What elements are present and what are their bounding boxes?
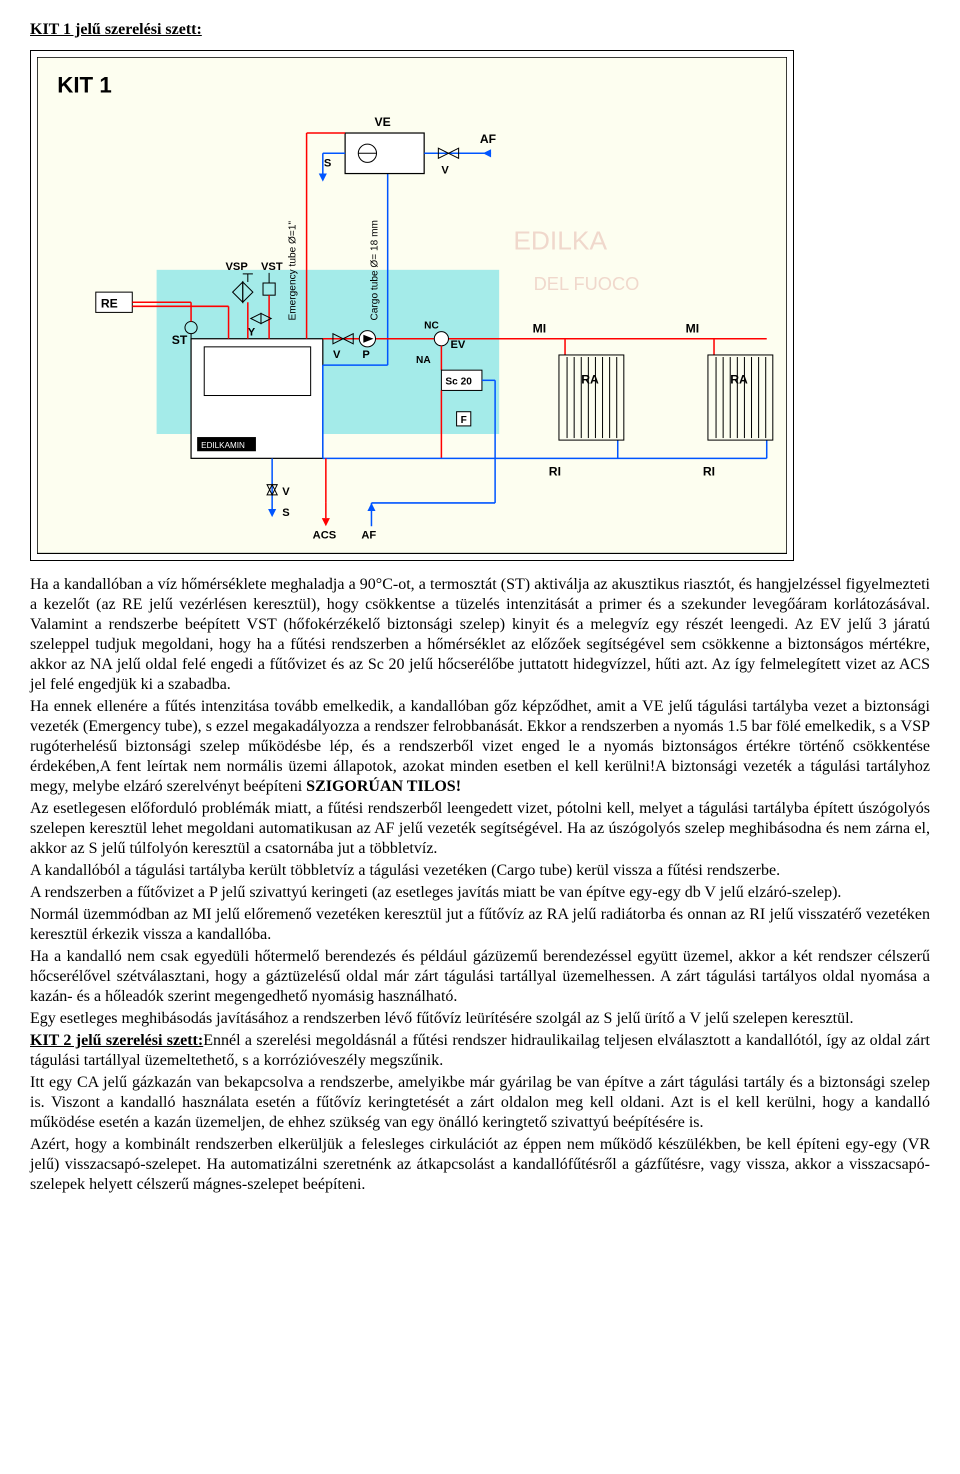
paragraph-6: Normál üzemmódban az MI jelű előremenő v… [30,905,930,945]
paragraph-1: Ha a kandallóban a víz hőmérséklete megh… [30,575,930,695]
re-label: RE [101,296,118,310]
na-label: NA [416,355,431,366]
brand-label: EDILKAMIN [201,441,245,450]
ri1-label: RI [549,465,561,479]
vst-label: VST [261,261,283,273]
af-label: AF [480,132,496,146]
watermark-text2: DEL FUOCO [534,273,640,294]
s-top-label: S [324,157,331,169]
vsp-label: VSP [226,261,249,273]
paragraph-8: Egy esetleges meghibásodás javításához a… [30,1009,930,1029]
emergency-label: Emergency tube Ø=1" [287,221,298,321]
st-label: ST [172,333,188,347]
cargo-label: Cargo tube Ø= 18 mm [370,220,381,320]
paragraph-9: KIT 2 jelű szerelési szett:Ennél a szere… [30,1031,930,1071]
paragraph-4: A kandallóból a tágulási tartályba kerül… [30,861,930,881]
ve-tank [345,133,424,174]
ra2-label: RA [730,372,748,386]
body-text: Ha a kandallóban a víz hőmérséklete megh… [30,575,930,1195]
diagram-container: KIT 1 EDILKA DEL FUOCO EDILKAMIN RE ST V… [30,50,794,561]
mi2-label: MI [686,322,700,336]
paragraph-11: Azért, hogy a kombinált rendszerben elke… [30,1135,930,1195]
ev-label: EV [451,339,466,351]
ri2-label: RI [703,465,715,479]
mi1-label: MI [533,322,547,336]
svg-text:Y: Y [248,327,256,339]
ve-label: VE [375,115,391,129]
ra1-label: RA [581,372,599,386]
watermark-text: EDILKA [513,226,607,256]
page-title: KIT 1 jelű szerelési szett: [30,20,930,40]
v-top-label: V [441,165,449,177]
paragraph-3: Az esetlegesen előforduló problémák miat… [30,799,930,859]
p-label: P [362,349,370,361]
v-left-label: V [333,349,341,361]
nc-label: NC [424,321,439,332]
sc20-label: Sc 20 [445,376,472,387]
kit1-diagram: KIT 1 EDILKA DEL FUOCO EDILKAMIN RE ST V… [37,57,787,554]
paragraph-2: Ha ennek ellenére a fűtés intenzitása to… [30,697,930,797]
acs-label: ACS [313,529,336,541]
f-label: F [461,415,467,426]
v-bot-label: V [282,486,290,498]
af-bot-label: AF [361,529,376,541]
diagram-title: KIT 1 [57,72,111,97]
paragraph-7: Ha a kandalló nem csak egyedüli hőtermel… [30,947,930,1007]
paragraph-10: Itt egy CA jelű gázkazán van bekapcsolva… [30,1073,930,1133]
paragraph-5: A rendszerben a fűtővizet a P jelű sziva… [30,883,930,903]
s-bot-label: S [282,507,289,519]
